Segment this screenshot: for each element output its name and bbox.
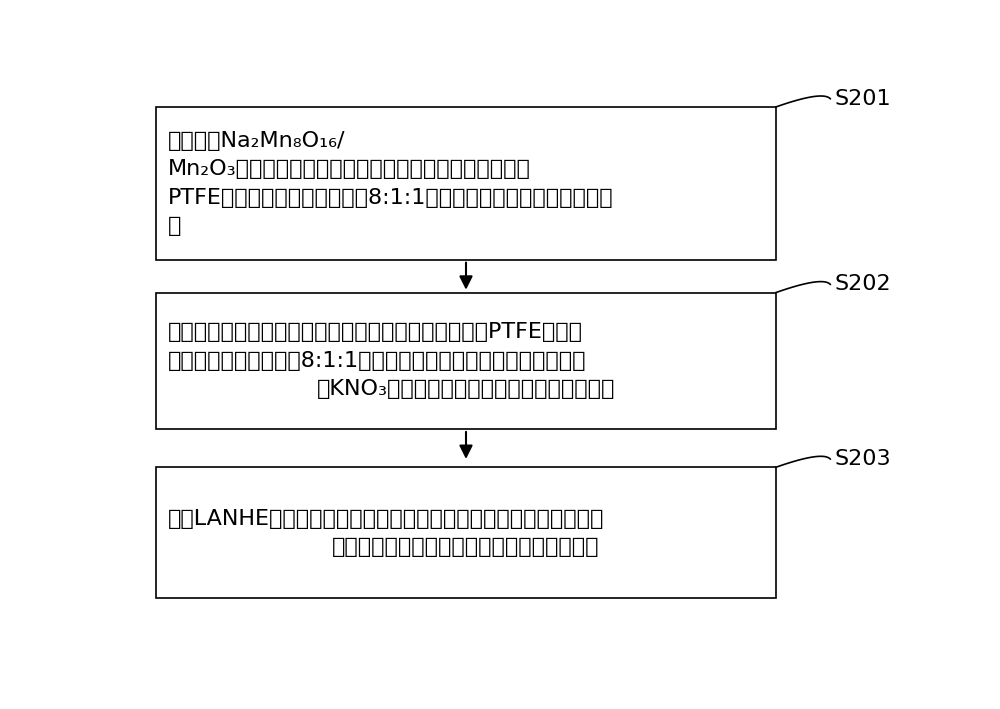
Text: Mn₂O₃复合材料作为正极活性物质，乙庵黑作为导电剂，: Mn₂O₃复合材料作为正极活性物质，乙庵黑作为导电剂，: [168, 159, 530, 179]
Text: 片: 片: [168, 216, 181, 236]
Bar: [156, 107, 776, 259]
Text: S202: S202: [834, 274, 891, 294]
Text: 结剂，同样按照质量比8:1:1的比例混合均匀，制成负极电极片，饱: 结剂，同样按照质量比8:1:1的比例混合均匀，制成负极电极片，饱: [168, 351, 586, 371]
Text: 和KNO₃溶液作为电解液，组装成扣式模拟电池: 和KNO₃溶液作为电解液，组装成扣式模拟电池: [317, 379, 615, 399]
Text: 以制备的Na₂Mn₈O₁₆/: 以制备的Na₂Mn₈O₁₆/: [168, 130, 345, 151]
Text: PTFE作为粘结剂，按照质量比8:1:1的比例混合均匀，制成正极电极: PTFE作为粘结剂，按照质量比8:1:1的比例混合均匀，制成正极电极: [168, 188, 613, 208]
Bar: [156, 293, 776, 429]
Text: S203: S203: [834, 449, 891, 469]
Text: 以电容活性炭作为负极活性物质，乙庵黑作为导电剂，PTFE作为粘: 以电容活性炭作为负极活性物质，乙庵黑作为导电剂，PTFE作为粘: [168, 323, 583, 342]
Text: S201: S201: [834, 89, 891, 108]
Text: 循环伏安曲线和材料在充放电前后的交流阻抗: 循环伏安曲线和材料在充放电前后的交流阻抗: [332, 537, 600, 557]
Bar: [156, 467, 776, 598]
Text: 采用LANHE电池测试系统测定所制备的扣式电池，电化学工作站测定: 采用LANHE电池测试系统测定所制备的扣式电池，电化学工作站测定: [168, 508, 604, 528]
